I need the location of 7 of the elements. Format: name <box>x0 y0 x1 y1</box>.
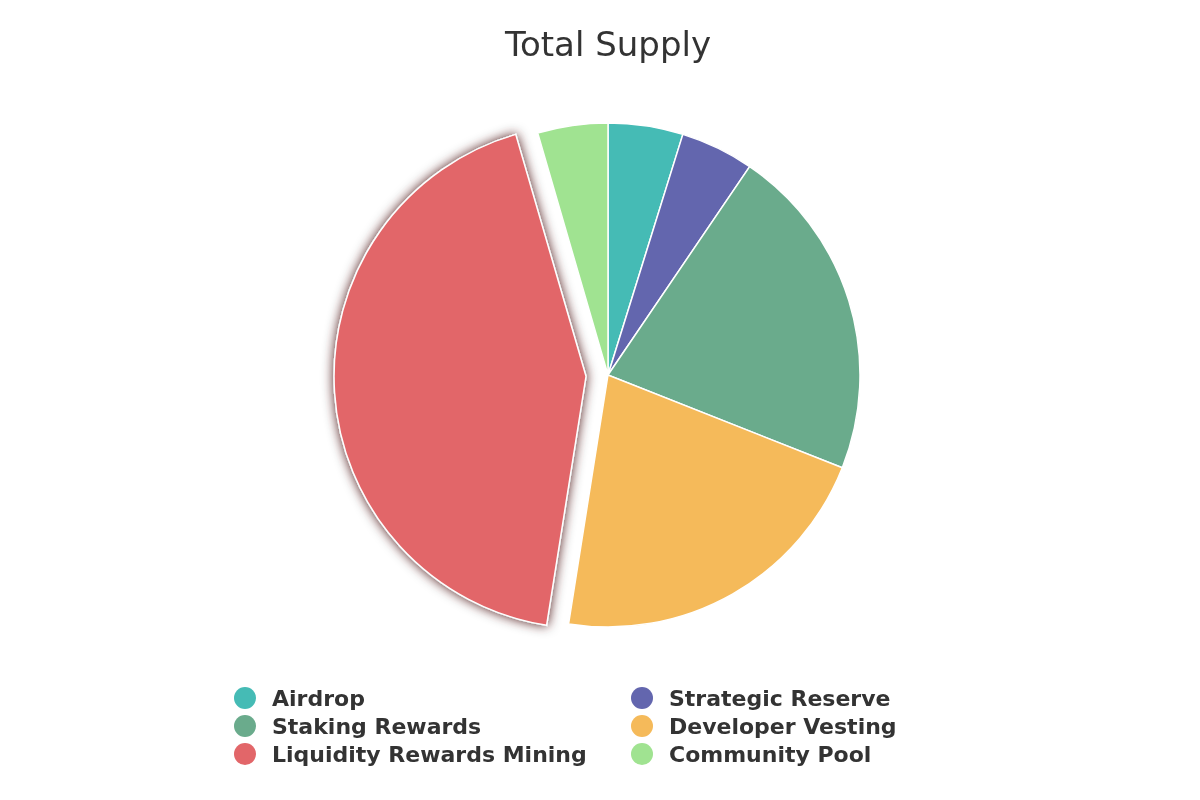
legend-label: Strategic Reserve <box>669 686 891 711</box>
legend-label: Staking Rewards <box>272 714 482 739</box>
legend-label: Airdrop <box>272 686 365 711</box>
chart-title: Total Supply <box>503 24 712 64</box>
legend-label: Liquidity Rewards Mining <box>272 742 587 767</box>
legend-label: Developer Vesting <box>669 714 897 739</box>
legend-label: Community Pool <box>669 742 872 767</box>
